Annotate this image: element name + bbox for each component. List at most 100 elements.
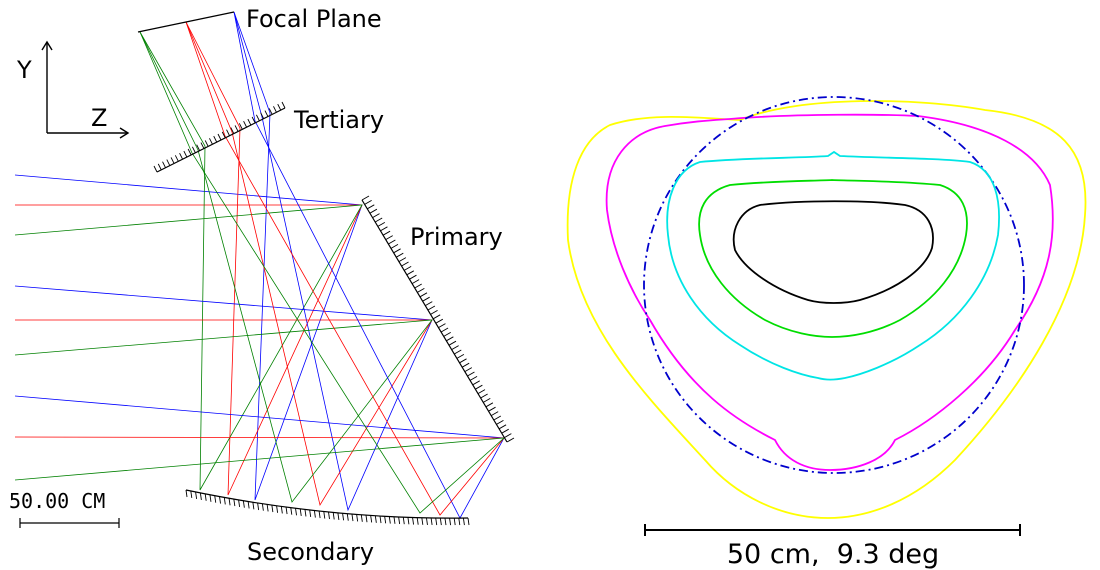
contour-cyan [666, 150, 1000, 381]
mirror-hatch [488, 406, 496, 412]
primary-mirror [361, 195, 515, 443]
mirror-hatch [374, 217, 383, 223]
mirror-hatch [221, 131, 226, 139]
mirror-hatch [266, 504, 269, 512]
mirror-hatch [506, 437, 515, 443]
mirror-hatch [464, 367, 473, 372]
mirror-hatch [367, 204, 375, 210]
mirror-hatch [427, 305, 436, 311]
mirror-hatch [195, 491, 198, 500]
mirror-hatch [393, 248, 401, 254]
mirror-hatch [166, 159, 171, 166]
mirror-hatch [251, 116, 256, 124]
mirror-hatch [422, 296, 430, 302]
mirror-hatch [451, 345, 459, 350]
mirror-hatch [439, 518, 442, 526]
mirror-hatch [285, 507, 288, 515]
contour-black [732, 200, 934, 304]
mirror-hatch [412, 517, 415, 525]
mirror-hatch [162, 161, 166, 168]
mirror-hatch [430, 310, 438, 315]
mirror-hatch [230, 127, 235, 134]
mirror-hatch [477, 389, 486, 394]
mirror-hatch [360, 514, 363, 522]
mirror-hatch [493, 415, 502, 421]
mirror-hatch [444, 518, 447, 526]
mirror-hatch [342, 513, 345, 521]
mirror-hatch [402, 517, 405, 525]
mirror-hatch [280, 506, 283, 514]
mirror-hatch [364, 200, 372, 205]
mirror-hatch [179, 152, 184, 160]
mirror-hatch [393, 516, 396, 524]
optical-layout-panel: Focal Plane Tertiary Primary Secondary Y… [9, 5, 515, 566]
mirror-hatch [328, 511, 330, 520]
mirror-hatch [187, 148, 192, 156]
mirror-hatch [448, 340, 457, 346]
mirror-hatch [174, 155, 179, 162]
mirror-hatch [426, 517, 428, 525]
ray-blue [14, 11, 363, 501]
mirror-hatch [268, 108, 273, 115]
mirror-hatch [475, 384, 483, 390]
ray-red [15, 21, 363, 496]
mirror-hatch [372, 213, 380, 218]
mirror-hatch [388, 239, 396, 245]
mirror-hatch [435, 517, 438, 526]
mirror-hatch [379, 515, 382, 524]
mirror-hatch [153, 165, 158, 173]
mirror-hatch [209, 138, 213, 145]
mirror-hatch [467, 517, 470, 526]
ray-red [15, 21, 433, 507]
mirror-hatch [398, 516, 401, 525]
mirror-hatch [323, 511, 326, 519]
mirror-hatch [337, 512, 340, 520]
y-axis-label: Y [16, 56, 32, 84]
secondary-label: Secondary [247, 538, 374, 566]
mirror-hatch [485, 402, 494, 408]
right-scale-label: 50 cm, 9.3 deg [727, 539, 939, 570]
mirror-hatch [406, 270, 415, 276]
left-scale-bar: 50.00 CM [9, 489, 120, 528]
ray-green [14, 31, 363, 491]
ray-red [14, 21, 505, 516]
mirror-hatch [417, 288, 425, 293]
mirror-hatch [196, 144, 201, 151]
mirror-hatch [277, 103, 282, 111]
mirror-hatch [380, 226, 388, 232]
mirror-hatch [425, 301, 433, 306]
mirror-hatch [170, 157, 175, 164]
mirror-hatch [419, 292, 428, 298]
mirror-hatch [396, 252, 404, 258]
mirror-hatch [407, 517, 410, 525]
contour-magenta [605, 113, 1054, 471]
mirror-hatch [191, 146, 196, 154]
mirror-hatch [217, 133, 222, 141]
mirror-hatch [459, 358, 467, 364]
mirror-hatch [281, 101, 286, 109]
mirror-hatch [490, 411, 499, 416]
mirror-hatch [454, 349, 462, 355]
z-axis-label: Z [91, 104, 107, 132]
mirror-hatch [411, 279, 420, 284]
mirror-hatch [370, 515, 373, 523]
mirror-hatch [214, 495, 217, 503]
mirror-hatch [252, 502, 255, 510]
mirror-hatch [449, 518, 452, 526]
right-scale-bar: 50 cm, 9.3 deg [644, 524, 1021, 570]
mirror-hatch [271, 505, 274, 513]
mirror-hatch [238, 499, 241, 507]
mirror-hatch [247, 118, 252, 126]
primary-label: Primary [410, 223, 503, 251]
tertiary-mirror [153, 101, 286, 173]
contour-green [698, 179, 968, 338]
mirror-hatch [290, 507, 293, 515]
mirror-hatch [480, 393, 488, 399]
ray-blue [14, 11, 433, 512]
mirror-hatch [157, 163, 162, 171]
mirror-hatch [219, 496, 221, 504]
ray-bundles [14, 11, 506, 519]
mirror-hatch [369, 208, 378, 214]
mirror-hatch [377, 222, 386, 227]
